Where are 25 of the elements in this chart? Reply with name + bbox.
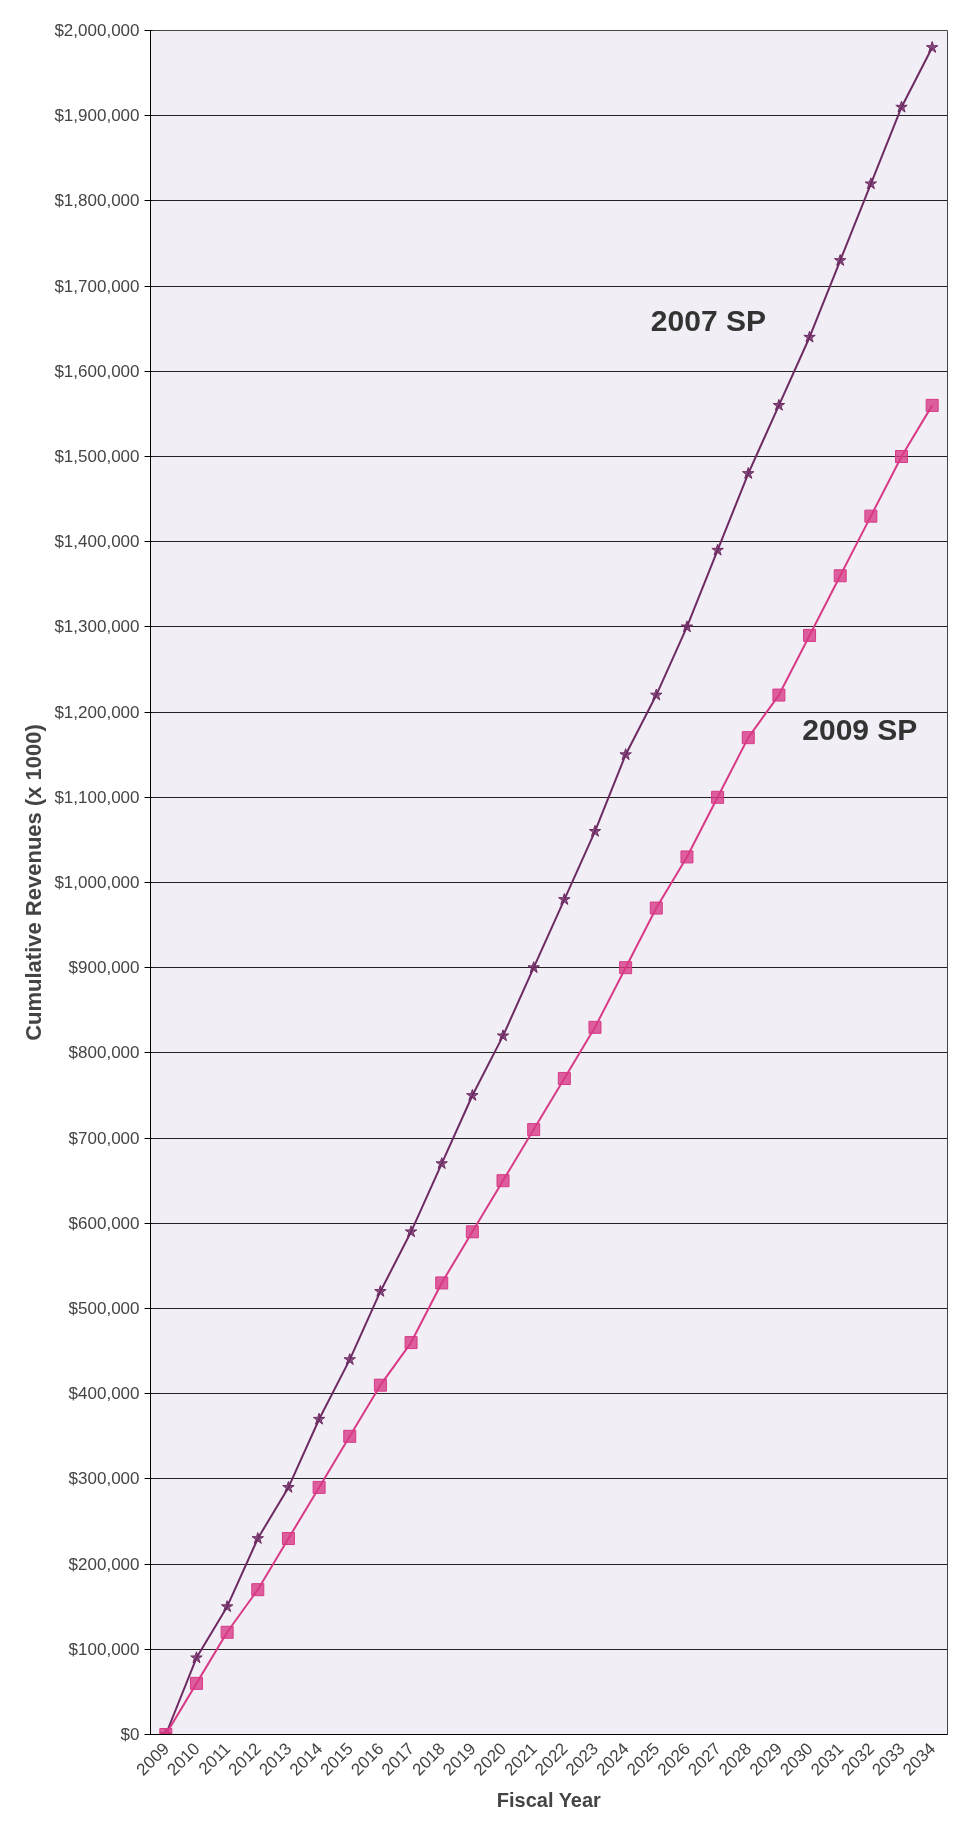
- y-tick-label: $1,900,000: [54, 106, 140, 126]
- y-tick-label: $2,000,000: [54, 21, 140, 40]
- y-tick-label: $1,000,000: [54, 873, 140, 892]
- y-axis-title: Cumulative Revenues (x 1000): [21, 724, 47, 1041]
- y-tick-label: $0: [120, 1725, 140, 1744]
- y-tick-label: $1,600,000: [54, 361, 140, 381]
- y-tick-label: $1,200,000: [54, 702, 140, 722]
- x-axis-title: Fiscal Year: [496, 1788, 602, 1811]
- y-tick-label: $1,400,000: [54, 532, 140, 552]
- y-tick-label: $800,000: [68, 1043, 140, 1063]
- y-tick-label: $100,000: [68, 1639, 140, 1659]
- y-tick-label: $1,700,000: [54, 276, 140, 296]
- y-tick-label: $1,500,000: [54, 447, 140, 466]
- y-tick-label: $700,000: [68, 1128, 140, 1148]
- y-tick-label: $500,000: [68, 1299, 140, 1318]
- series-label: 2009 SP: [802, 712, 918, 746]
- y-tick-label: $400,000: [68, 1384, 140, 1404]
- y-tick-label: $1,300,000: [54, 617, 140, 637]
- y-tick-label: $600,000: [68, 1213, 140, 1233]
- y-tick-label: $1,100,000: [54, 787, 140, 807]
- y-tick-label: $300,000: [68, 1469, 140, 1489]
- y-tick-label: $900,000: [68, 958, 140, 978]
- y-tick-label: $1,800,000: [54, 191, 140, 211]
- y-tick-label: $200,000: [68, 1554, 140, 1574]
- series-label: 2007 SP: [650, 303, 766, 337]
